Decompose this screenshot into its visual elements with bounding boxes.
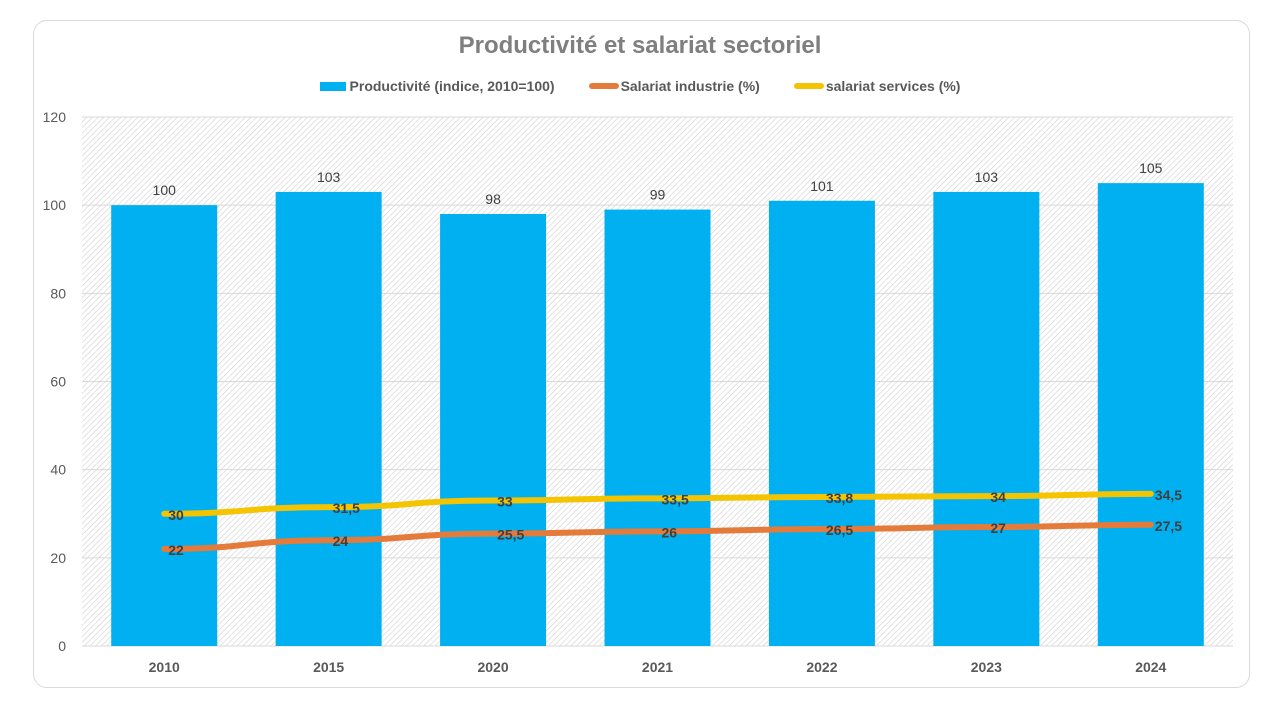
bar-2015 (275, 191, 382, 647)
line-series-2 (161, 490, 1154, 517)
legend-label: Productivité (indice, 2010=100) (349, 78, 555, 94)
line-data-label: 34 (990, 489, 1006, 505)
line-data-label: 26 (662, 524, 678, 540)
line-data-label: 34,5 (1155, 487, 1182, 503)
bar-2022 (768, 200, 875, 646)
legend-label: salariat services (%) (825, 78, 961, 94)
bar-data-label: 98 (485, 191, 501, 207)
bar-2010 (111, 205, 218, 646)
x-tick-label: 2023 (971, 659, 1002, 675)
line-data-label: 33 (497, 494, 513, 510)
bar-data-label: 103 (975, 169, 999, 185)
bar-data-label: 105 (1139, 160, 1163, 176)
line-data-label: 26,5 (826, 522, 853, 538)
x-tick-label: 2010 (149, 659, 180, 675)
legend-swatch-bar (319, 81, 346, 91)
legend-item-productivite: Productivité (indice, 2010=100) (319, 78, 555, 94)
legend-swatch-line (793, 83, 824, 89)
chart-title: Productivité et salariat sectoriel (458, 32, 822, 59)
y-tick-label: 40 (50, 462, 66, 478)
line-data-label: 30 (168, 507, 184, 523)
x-tick-label: 2021 (642, 659, 673, 675)
bar-2024 (1097, 183, 1204, 646)
line-data-label: 25,5 (497, 527, 524, 543)
bar-2020 (440, 213, 547, 646)
x-tick-label: 2020 (477, 659, 508, 675)
bar-data-label: 101 (810, 178, 834, 194)
line-data-label: 33,5 (662, 491, 689, 507)
line-data-label: 27 (990, 520, 1006, 536)
x-tick-label: 2024 (1135, 659, 1166, 675)
y-tick-label: 100 (43, 197, 67, 213)
line-data-label: 24 (333, 533, 349, 549)
y-tick-label: 120 (43, 109, 67, 125)
bar-2023 (933, 191, 1040, 647)
y-tick-label: 0 (58, 638, 66, 654)
line-data-label: 27,5 (1155, 518, 1182, 534)
bar-data-label: 99 (650, 187, 666, 203)
x-tick-label: 2015 (313, 659, 344, 675)
line-data-label: 31,5 (333, 500, 360, 516)
y-tick-label: 80 (50, 285, 66, 301)
bar-data-label: 103 (317, 169, 341, 185)
line-data-label: 33,8 (826, 490, 853, 506)
line-data-label: 22 (168, 542, 184, 558)
y-tick-label: 60 (50, 374, 66, 390)
x-tick-label: 2022 (806, 659, 837, 675)
legend-swatch-line (588, 83, 619, 89)
legend-item-services: salariat services (%) (793, 78, 961, 94)
bar-2021 (604, 209, 711, 646)
legend-label: Salariat industrie (%) (620, 78, 760, 94)
legend: Productivité (indice, 2010=100) Salariat… (0, 78, 1280, 94)
y-tick-label: 20 (50, 550, 66, 566)
line-series-1 (161, 521, 1154, 553)
legend-item-industrie: Salariat industrie (%) (588, 78, 760, 94)
bar-data-label: 100 (153, 182, 177, 198)
